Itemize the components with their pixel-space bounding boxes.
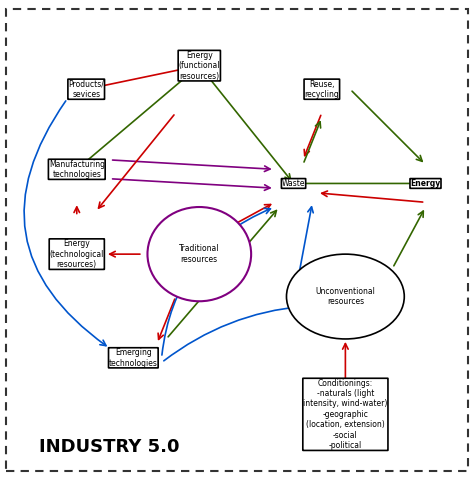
Text: Reuse,
recycling: Reuse, recycling <box>304 80 339 99</box>
Text: Products/
sevices: Products/ sevices <box>68 80 104 99</box>
Text: Energy
(functional
resources): Energy (functional resources) <box>179 51 220 81</box>
Text: Emerging
technologies: Emerging technologies <box>109 348 158 368</box>
Text: Conditionings:
-naturals (light
intensity, wind-water)
-geographic
(location, ex: Conditionings: -naturals (light intensit… <box>303 379 388 450</box>
Text: INDUSTRY 5.0: INDUSTRY 5.0 <box>39 438 180 456</box>
Text: Manufacturing
technologies: Manufacturing technologies <box>49 160 105 179</box>
Text: Energy
(technological
resources): Energy (technological resources) <box>50 239 104 269</box>
Ellipse shape <box>147 207 251 301</box>
Ellipse shape <box>286 254 404 339</box>
Text: Unconventional
resources: Unconventional resources <box>315 287 375 306</box>
Text: Energy: Energy <box>410 179 441 188</box>
Text: Waste: Waste <box>282 179 305 188</box>
Text: Traditional
resources: Traditional resources <box>179 244 219 264</box>
FancyBboxPatch shape <box>6 9 468 471</box>
